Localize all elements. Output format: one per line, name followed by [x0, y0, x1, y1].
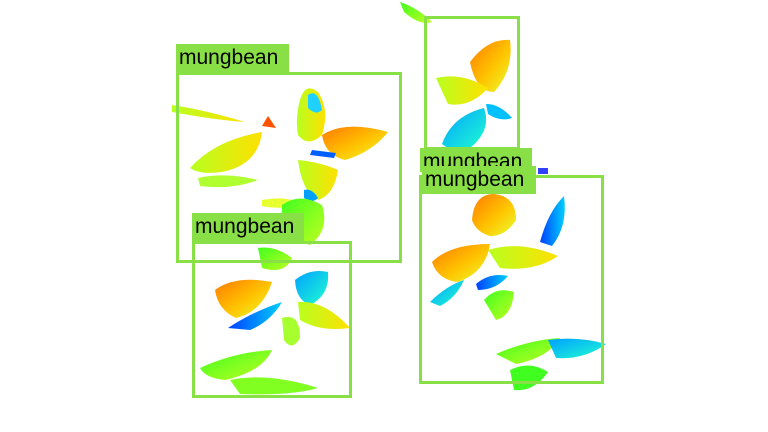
detection-label-5: mungbean — [538, 168, 548, 174]
detection-box-4 — [419, 175, 604, 384]
plant-right — [430, 194, 606, 391]
detection-label-1: mungbean — [176, 44, 289, 72]
detection-box-2 — [192, 241, 352, 398]
detection-label-2: mungbean — [192, 213, 304, 241]
detection-box-3 — [424, 16, 520, 150]
plant-upper-right — [400, 2, 512, 151]
detection-label-4: mungbean — [422, 166, 536, 194]
plant-lower-left — [200, 247, 350, 395]
detection-box-1 — [176, 72, 402, 263]
plant-upper-left — [172, 88, 388, 245]
